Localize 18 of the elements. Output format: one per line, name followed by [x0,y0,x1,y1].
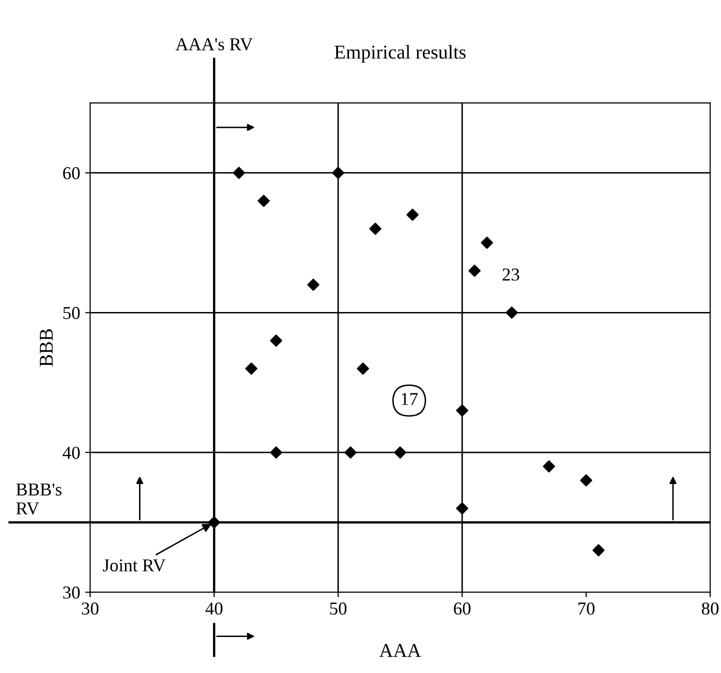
x-tick-label: 80 [702,602,719,615]
y-tick-label: 50 [63,306,80,320]
x-tick-label: 70 [578,602,595,615]
y-axis-title: BBB [40,329,53,366]
ref-line-label: BBB's RV [16,484,62,515]
annotation: 23 [502,268,520,281]
y-tick-label: 30 [63,586,80,599]
x-tick-label: 40 [205,602,222,615]
y-tick-label: 60 [63,167,80,180]
ref-line-label: AAA's RV [176,38,253,50]
x-axis-title: AAA [379,644,422,657]
chart-title: Empirical results [334,45,466,63]
annotation: 17 [402,393,418,405]
annotation: Joint RV [102,559,166,572]
x-tick-label: 60 [454,602,470,615]
x-tick-label: 30 [82,602,98,615]
x-tick-label: 50 [330,602,346,615]
y-tick-label: 40 [62,446,80,459]
